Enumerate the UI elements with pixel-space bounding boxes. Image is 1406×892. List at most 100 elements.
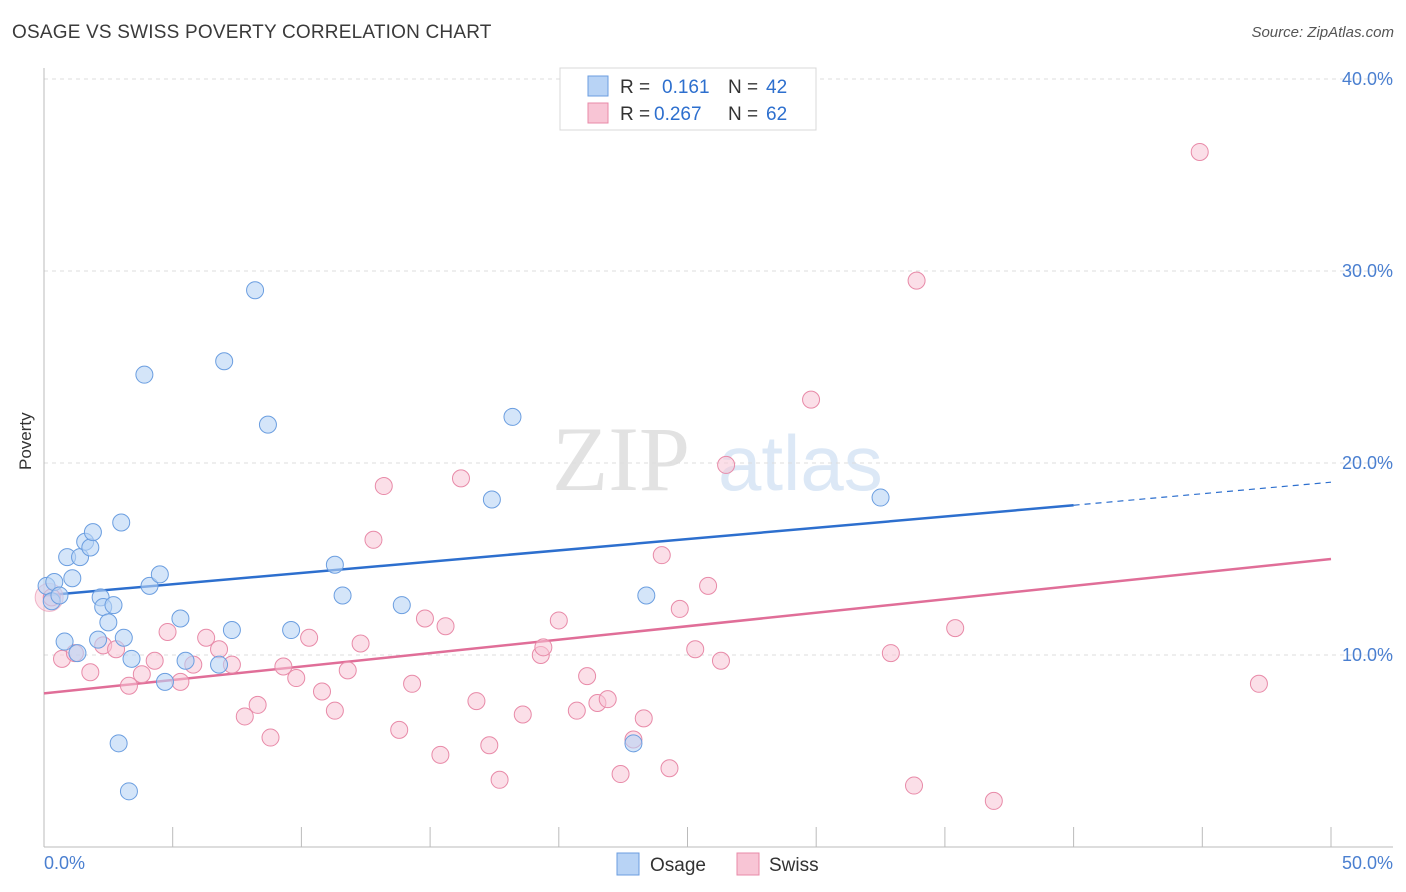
osage-point xyxy=(140,576,159,595)
legend-swiss-n-value: 62 xyxy=(766,104,787,125)
osage-point xyxy=(215,352,234,371)
swiss-point xyxy=(490,770,509,789)
osage-point xyxy=(81,538,100,557)
osage-point xyxy=(114,628,133,647)
legend-osage-r-value: 0.161 xyxy=(662,77,710,98)
swiss-point xyxy=(699,576,718,595)
bottom-legend-swiss-label: Swiss xyxy=(769,855,819,876)
chart-source: Source: ZipAtlas.com xyxy=(1251,24,1394,41)
swiss-point xyxy=(197,628,216,647)
swiss-point xyxy=(431,745,450,764)
watermark-zip: ZIP xyxy=(552,408,690,510)
swiss-point xyxy=(534,638,553,657)
axes xyxy=(43,68,1393,848)
swiss-point xyxy=(287,669,306,688)
legend-osage-n-label: N = xyxy=(728,77,758,98)
swiss-point xyxy=(905,776,924,795)
osage-point xyxy=(89,630,108,649)
swiss-point xyxy=(374,477,393,496)
swiss-point xyxy=(364,530,383,549)
swiss-point xyxy=(436,617,455,636)
swiss-point xyxy=(81,663,100,682)
swiss-point xyxy=(235,707,254,726)
osage-point xyxy=(176,651,195,670)
swiss-point xyxy=(881,644,900,663)
bottom-legend-osage-swatch xyxy=(616,852,640,876)
swiss-point xyxy=(171,672,190,691)
swiss-point xyxy=(210,640,229,659)
x-tick-label-max: 50.0% xyxy=(1342,853,1393,873)
swiss-point xyxy=(145,651,164,670)
swiss-point xyxy=(158,622,177,641)
osage-point xyxy=(210,655,229,674)
osage-point xyxy=(135,365,154,384)
osage-point xyxy=(392,596,411,615)
osage-point xyxy=(119,782,138,801)
osage-point xyxy=(482,490,501,509)
y-tick-label: 10.0% xyxy=(1342,645,1393,665)
swiss-point xyxy=(711,651,730,670)
swiss-point xyxy=(467,692,486,711)
swiss-point xyxy=(390,720,409,739)
swiss-point xyxy=(686,640,705,659)
osage-point xyxy=(171,609,190,628)
osage-point xyxy=(258,415,277,434)
osage-point xyxy=(246,281,265,300)
swiss-point xyxy=(578,667,597,686)
swiss-point xyxy=(598,690,617,709)
swiss-point xyxy=(1249,674,1268,693)
osage-point xyxy=(63,569,82,588)
swiss-point xyxy=(119,676,138,695)
osage-point xyxy=(104,596,123,615)
osage-point xyxy=(325,555,344,574)
swiss-point xyxy=(984,791,1003,810)
legend-swiss-r-value: 0.267 xyxy=(654,104,702,125)
osage-point xyxy=(109,734,128,753)
legend: R = 0.161 N = 42 R = 0.267 N = 62 xyxy=(559,67,817,131)
bottom-legend-swiss-swatch xyxy=(736,852,760,876)
swiss-point xyxy=(300,628,319,647)
data-points xyxy=(34,142,1268,810)
swiss-point xyxy=(652,546,671,565)
osage-trend-line xyxy=(43,503,1074,597)
y-tick-labels: 10.0% 20.0% 30.0% 40.0% xyxy=(1342,69,1393,665)
legend-swiss-swatch xyxy=(587,102,609,124)
osage-point xyxy=(68,644,87,663)
bottom-legend-osage-label: Osage xyxy=(650,855,706,876)
swiss-point xyxy=(451,469,470,488)
osage-point xyxy=(99,613,118,632)
legend-swiss-n-label: N = xyxy=(728,104,758,125)
swiss-point xyxy=(634,709,653,728)
bottom-legend: Osage Swiss xyxy=(616,852,819,876)
swiss-point xyxy=(312,682,331,701)
osage-point xyxy=(150,565,169,584)
chart-title: OSAGE VS SWISS POVERTY CORRELATION CHART xyxy=(12,22,492,43)
swiss-point xyxy=(660,759,679,778)
swiss-point xyxy=(403,674,422,693)
swiss-trend-line xyxy=(43,557,1332,695)
swiss-point xyxy=(132,665,151,684)
osage-point xyxy=(122,649,141,668)
grid-lines xyxy=(44,78,1393,656)
osage-point xyxy=(55,632,74,651)
osage-point xyxy=(871,488,890,507)
osage-point xyxy=(333,586,352,605)
swiss-point xyxy=(802,390,821,409)
swiss-point xyxy=(480,736,499,755)
swiss-point xyxy=(261,728,280,747)
swiss-point xyxy=(338,661,357,680)
swiss-point xyxy=(274,657,293,676)
osage-point xyxy=(503,407,522,426)
trend-lines xyxy=(43,481,1332,695)
swiss-point xyxy=(351,634,370,653)
legend-swiss-r-label: R = xyxy=(620,104,650,125)
swiss-point xyxy=(325,701,344,720)
legend-osage-r-label: R = xyxy=(620,77,650,98)
swiss-point xyxy=(717,455,736,474)
swiss-point xyxy=(1190,142,1209,161)
osage-trend-extension xyxy=(1073,481,1332,506)
x-tick-label-min: 0.0% xyxy=(44,853,85,873)
y-tick-label: 40.0% xyxy=(1342,69,1393,89)
osage-point xyxy=(50,586,69,605)
